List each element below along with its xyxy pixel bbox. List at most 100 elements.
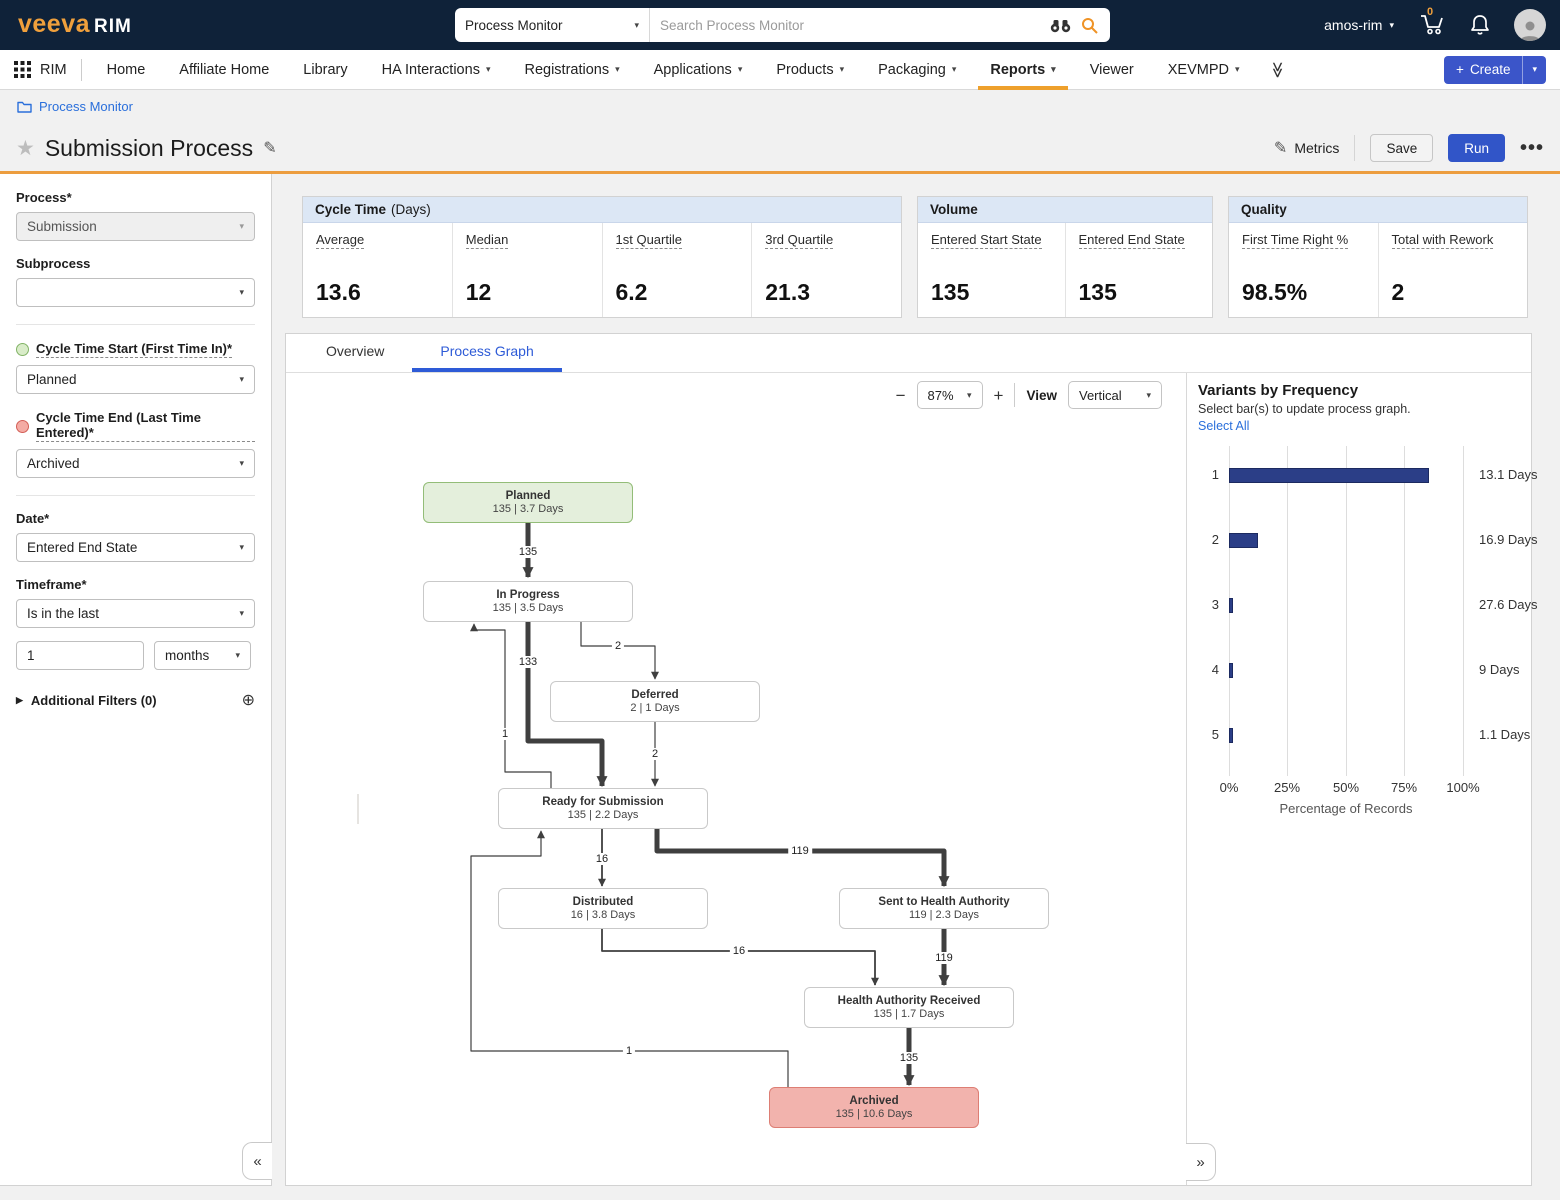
timeframe-select[interactable]: Is in the last ▾ bbox=[16, 599, 255, 628]
nav-item-reports[interactable]: Reports ▾ bbox=[973, 50, 1072, 90]
timeframe-number-input[interactable] bbox=[16, 641, 144, 670]
cycle-time-card-header: Cycle Time (Days) bbox=[303, 197, 901, 223]
add-filter-icon[interactable]: ⊕ bbox=[241, 692, 255, 709]
caret-down-icon: ▾ bbox=[239, 221, 244, 231]
select-all-link[interactable]: Select All bbox=[1198, 419, 1250, 433]
stat-median: Median 12 bbox=[453, 223, 603, 317]
nav-item-ha-interactions[interactable]: HA Interactions ▾ bbox=[381, 61, 491, 78]
caret-down-icon: ▾ bbox=[239, 374, 244, 384]
variant-bar-track bbox=[1229, 533, 1463, 548]
nav-divider bbox=[80, 58, 82, 81]
variant-bar-5[interactable] bbox=[1229, 728, 1233, 743]
nav-item-library[interactable]: Library bbox=[303, 61, 348, 78]
app-navbar: RIM Home Affiliate Home Library HA Inter… bbox=[0, 50, 1560, 90]
edge-count: 1 bbox=[622, 1045, 636, 1057]
username: amos-rim bbox=[1324, 17, 1383, 33]
nav-item-affiliate-home[interactable]: Affiliate Home bbox=[179, 61, 270, 78]
gridline bbox=[1404, 446, 1405, 776]
rim-logo-text: RIM bbox=[94, 16, 132, 37]
edit-title-pencil-icon[interactable]: ✎ bbox=[263, 140, 277, 157]
nav-item-xevmpd[interactable]: XEVMPD ▾ bbox=[1167, 61, 1240, 78]
gridline bbox=[1287, 446, 1288, 776]
chevron-double-left-icon: « bbox=[253, 1152, 262, 1170]
breadcrumb[interactable]: Process Monitor bbox=[17, 99, 133, 114]
search-scope-value: Process Monitor bbox=[465, 17, 563, 33]
quality-card: Quality First Time Right % 98.5% Total w… bbox=[1228, 196, 1528, 318]
node-ready-for-submission[interactable]: Ready for Submission 135 | 2.2 Days bbox=[498, 788, 708, 829]
user-menu[interactable]: amos-rim ▾ bbox=[1324, 17, 1394, 33]
collapse-variants-button[interactable]: » bbox=[1186, 1143, 1216, 1181]
date-select[interactable]: Entered End State ▾ bbox=[16, 533, 255, 562]
favorite-star-icon[interactable]: ★ bbox=[16, 136, 35, 160]
node-distributed[interactable]: Distributed 16 | 3.8 Days bbox=[498, 888, 708, 929]
plus-icon: + bbox=[1456, 62, 1464, 77]
save-button[interactable]: Save bbox=[1370, 134, 1434, 162]
collapse-sidebar-button[interactable]: « bbox=[242, 1142, 272, 1180]
tab-process-graph[interactable]: Process Graph bbox=[412, 334, 562, 372]
variant-bar-2[interactable] bbox=[1229, 533, 1259, 548]
zoom-out-button[interactable]: − bbox=[895, 385, 906, 405]
cart-button[interactable]: 0 bbox=[1418, 6, 1446, 41]
additional-filters-toggle[interactable]: ▶ Additional Filters (0) ⊕ bbox=[16, 690, 255, 710]
cycle-start-select[interactable]: Planned ▾ bbox=[16, 365, 255, 394]
edge-count: 119 bbox=[788, 845, 812, 857]
search-input[interactable] bbox=[650, 8, 1050, 42]
x-axis-tick: 0% bbox=[1219, 780, 1239, 795]
process-select[interactable]: Submission ▾ bbox=[16, 212, 255, 241]
caret-down-icon: ▾ bbox=[839, 64, 845, 74]
node-sent-to-health-authority[interactable]: Sent to Health Authority 119 | 2.3 Days bbox=[839, 888, 1049, 929]
edge-count: 16 bbox=[592, 853, 612, 865]
notifications-bell-icon[interactable] bbox=[1470, 14, 1490, 37]
variant-bar-1[interactable] bbox=[1229, 468, 1430, 483]
binoculars-icon[interactable] bbox=[1050, 18, 1071, 33]
edge-count: 2 bbox=[611, 640, 625, 652]
run-button[interactable]: Run bbox=[1448, 134, 1505, 162]
node-planned[interactable]: Planned 135 | 3.7 Days bbox=[423, 482, 633, 523]
node-health-authority-received[interactable]: Health Authority Received 135 | 1.7 Days bbox=[804, 987, 1014, 1028]
nav-overflow-icon[interactable]: ≫ bbox=[1267, 61, 1285, 78]
gridline bbox=[1463, 446, 1464, 776]
create-button-caret[interactable]: ▾ bbox=[1522, 55, 1546, 84]
x-axis-tick: 75% bbox=[1390, 780, 1418, 795]
cart-icon bbox=[1421, 14, 1443, 34]
actions-divider bbox=[1354, 135, 1356, 161]
nav-item-products[interactable]: Products ▾ bbox=[776, 61, 845, 78]
nav-item-registrations[interactable]: Registrations ▾ bbox=[524, 61, 620, 78]
app-switcher-waffle-icon[interactable] bbox=[14, 61, 31, 78]
cart-count-badge: 0 bbox=[1427, 5, 1434, 18]
node-in-progress[interactable]: In Progress 135 | 3.5 Days bbox=[423, 581, 633, 622]
process-graph-panel: Overview Process Graph − 87% ▾ + View Ve… bbox=[285, 333, 1538, 1186]
timeframe-unit-select[interactable]: months ▾ bbox=[154, 641, 251, 670]
caret-down-icon: ▾ bbox=[239, 287, 244, 297]
node-deferred[interactable]: Deferred 2 | 1 Days bbox=[550, 681, 760, 722]
search-icon[interactable] bbox=[1081, 17, 1098, 34]
tab-overview[interactable]: Overview bbox=[326, 343, 385, 359]
view-select[interactable]: Vertical ▾ bbox=[1068, 381, 1162, 409]
node-archived[interactable]: Archived 135 | 10.6 Days bbox=[769, 1087, 979, 1128]
cycle-end-select[interactable]: Archived ▾ bbox=[16, 449, 255, 478]
nav-item-viewer[interactable]: Viewer bbox=[1089, 61, 1134, 78]
stat-first-time-right: First Time Right % 98.5% bbox=[1229, 223, 1379, 317]
caret-down-icon: ▾ bbox=[634, 19, 639, 30]
zoom-level-select[interactable]: 87% ▾ bbox=[916, 381, 983, 409]
variant-rank: 1 bbox=[1211, 467, 1219, 482]
variant-bar-3[interactable] bbox=[1229, 598, 1233, 613]
title-actions: ✎ Metrics Save Run ••• bbox=[1274, 134, 1544, 162]
variant-bar-4[interactable] bbox=[1229, 663, 1233, 678]
metrics-button[interactable]: ✎ Metrics bbox=[1273, 140, 1340, 157]
zoom-in-button[interactable]: + bbox=[993, 385, 1004, 405]
subprocess-label: Subprocess bbox=[16, 256, 91, 271]
create-button-main[interactable]: + Create bbox=[1444, 55, 1523, 84]
caret-down-icon: ▾ bbox=[239, 608, 244, 618]
more-actions-icon[interactable]: ••• bbox=[1519, 136, 1544, 159]
process-graph-canvas[interactable]: − 87% ▾ + View Vertical ▾ bbox=[286, 373, 1186, 1185]
quality-card-header: Quality bbox=[1229, 197, 1527, 223]
subprocess-select[interactable]: ▾ bbox=[16, 278, 255, 307]
date-label: Date* bbox=[16, 511, 50, 526]
nav-item-home[interactable]: Home bbox=[106, 61, 146, 78]
nav-item-applications[interactable]: Applications ▾ bbox=[653, 61, 743, 78]
search-scope-selector[interactable]: Process Monitor ▾ bbox=[455, 8, 650, 42]
stat-average: Average 13.6 bbox=[303, 223, 453, 317]
user-avatar[interactable] bbox=[1514, 9, 1546, 41]
nav-item-packaging[interactable]: Packaging ▾ bbox=[878, 61, 957, 78]
